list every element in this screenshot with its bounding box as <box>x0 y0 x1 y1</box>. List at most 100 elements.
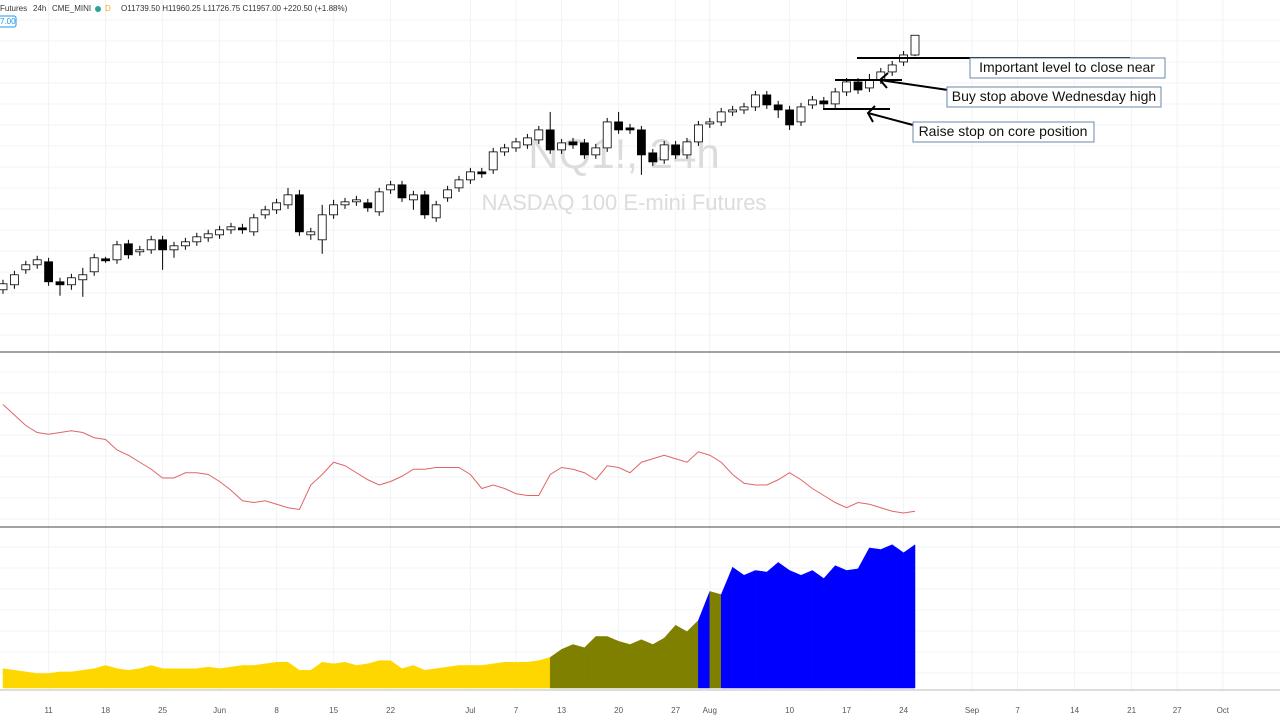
candle-body <box>226 226 236 231</box>
area-segment <box>492 661 505 689</box>
x-tick-label: 10 <box>785 706 794 715</box>
area-segment <box>139 665 152 689</box>
area-segment <box>789 570 802 689</box>
annotation-box <box>969 57 1166 79</box>
candle-body <box>728 109 737 113</box>
area-segment <box>310 661 323 689</box>
area-segment <box>606 636 619 689</box>
candle-body <box>329 204 339 216</box>
area-segment <box>709 591 722 689</box>
candle-body <box>408 194 418 201</box>
area-segment <box>321 661 334 689</box>
candle-body <box>294 194 304 233</box>
area-segment <box>207 666 220 689</box>
area-segment <box>572 644 585 689</box>
area-segment <box>549 648 562 689</box>
area-segment <box>584 635 597 689</box>
candle-body <box>180 241 190 247</box>
x-tick-label: 20 <box>614 706 623 715</box>
area-segment <box>675 624 688 689</box>
candle-body <box>716 111 726 123</box>
candle-body <box>363 202 373 209</box>
arrow <box>878 72 949 91</box>
candle-body <box>694 124 703 143</box>
area-segment <box>299 670 312 689</box>
area-segment <box>538 657 551 689</box>
area-segment <box>105 665 118 689</box>
area-segment <box>219 666 232 689</box>
candle-body <box>112 244 122 261</box>
candle-body <box>830 91 840 105</box>
symbol: Futures <box>0 4 27 13</box>
candle-body <box>580 142 589 156</box>
area-segment <box>48 671 61 689</box>
area-segment <box>264 661 277 689</box>
candle-body <box>705 121 715 125</box>
area-segment <box>242 665 255 689</box>
candle-body <box>215 229 225 236</box>
candle-body <box>637 129 646 156</box>
candle-body <box>762 94 772 106</box>
area-segment <box>686 619 699 689</box>
candle-body <box>431 204 441 219</box>
area-segment <box>253 663 266 689</box>
watermark-subtitle: NASDAQ 100 E-mini Futures <box>482 190 767 215</box>
candle-body <box>534 129 544 141</box>
area-segment <box>629 639 642 689</box>
area-segment <box>128 668 141 689</box>
area-segment <box>481 663 494 689</box>
area-segment <box>435 666 448 689</box>
candle-body <box>671 144 680 156</box>
plot <box>0 34 920 689</box>
candle-body <box>500 147 510 153</box>
x-tick-label: Jun <box>213 706 226 715</box>
candle-body <box>648 152 658 163</box>
candle-body <box>602 121 612 149</box>
candle-body <box>260 209 270 216</box>
candle-body <box>351 199 361 203</box>
x-tick-label: 18 <box>101 706 110 715</box>
x-tick-label: Sep <box>965 706 980 715</box>
candle-body <box>682 141 692 156</box>
exchange: CME_MINI <box>52 4 91 13</box>
candle-body <box>32 259 42 266</box>
candle-body <box>420 194 430 216</box>
candle-body <box>853 81 863 91</box>
interval: 24h <box>33 4 46 13</box>
area-segment <box>903 544 916 689</box>
area-segment <box>378 660 391 689</box>
candle-body <box>397 184 407 199</box>
candle-body <box>9 274 19 286</box>
area-segment <box>720 567 733 689</box>
candle-body <box>614 121 623 131</box>
candle-body <box>158 239 168 251</box>
area-segment <box>333 661 346 689</box>
price-tag-label: 7.00 <box>0 17 16 26</box>
candle-body <box>545 129 555 151</box>
x-tick-label: 7 <box>514 706 519 715</box>
candle-body <box>591 147 601 156</box>
candle-body <box>78 274 88 281</box>
area-segment <box>869 547 882 689</box>
x-tick-label: 24 <box>899 706 908 715</box>
candle-body <box>488 151 498 171</box>
x-tick-label: 21 <box>1127 706 1136 715</box>
candle-body <box>557 142 566 151</box>
area-segment <box>504 661 517 689</box>
area-segment <box>287 661 300 689</box>
area-segment <box>162 668 175 689</box>
candle-body <box>306 231 316 236</box>
candle-body <box>443 189 453 199</box>
candle-body <box>511 141 521 149</box>
candle-body <box>465 171 475 181</box>
x-tick-label: 27 <box>671 706 680 715</box>
candle-body <box>773 104 783 111</box>
annotation: Buy stop above Wednesday high <box>952 88 1156 104</box>
area-segment <box>230 665 243 689</box>
background <box>0 0 1280 690</box>
area-segment <box>834 565 847 689</box>
x-tick-label: 27 <box>1173 706 1182 715</box>
x-tick-label: 11 <box>44 706 53 715</box>
annotation-box <box>912 121 1095 143</box>
